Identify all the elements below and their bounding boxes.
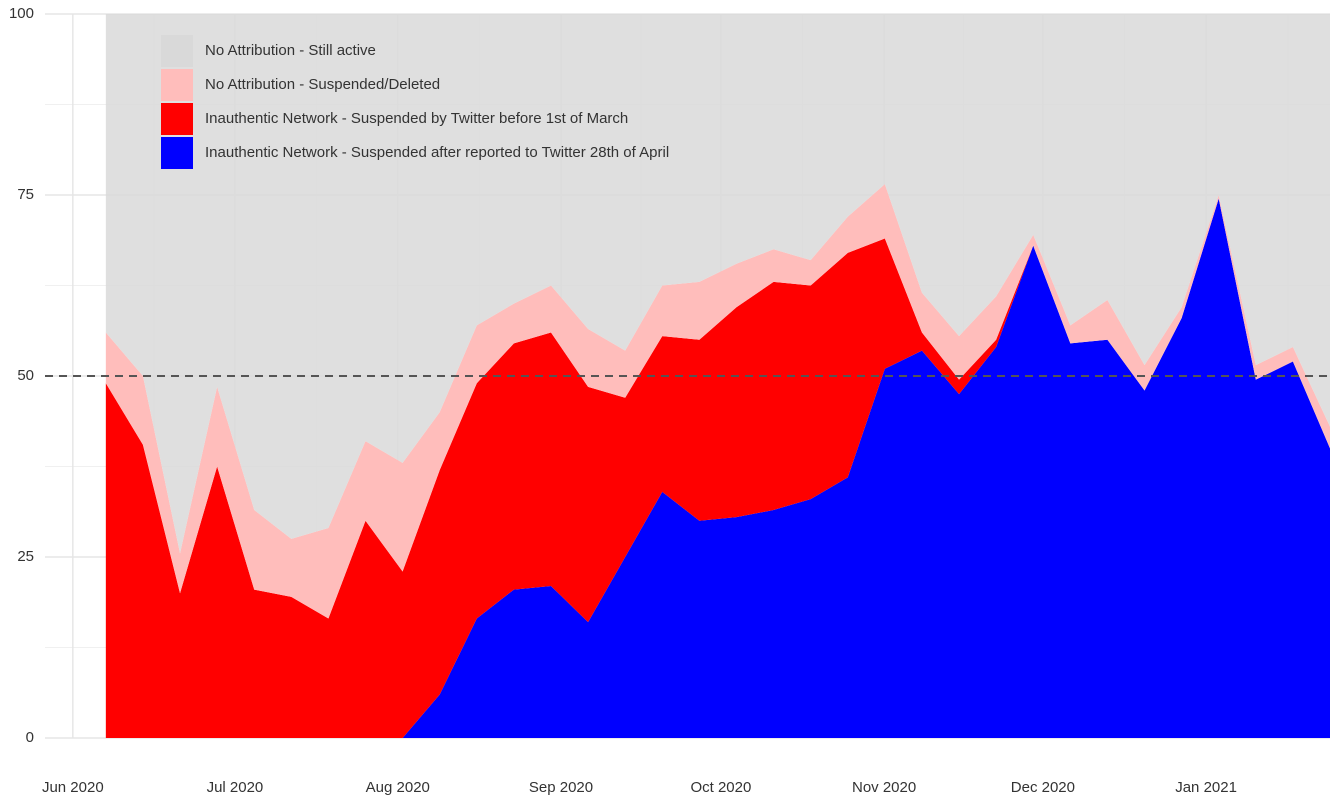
area bbox=[105, 198, 1330, 738]
legend-label: No Attribution - Suspended/Deleted bbox=[205, 76, 440, 93]
x-tick-label: Sep 2020 bbox=[529, 779, 593, 796]
y-tick-label: 50 bbox=[17, 367, 34, 384]
x-tick-label: Nov 2020 bbox=[852, 779, 916, 796]
area bbox=[105, 184, 1330, 619]
x-tick-label: Oct 2020 bbox=[690, 779, 751, 796]
y-tick-label: 25 bbox=[17, 548, 34, 565]
x-tick-label: Jul 2020 bbox=[207, 779, 264, 796]
x-tick-label: Aug 2020 bbox=[366, 779, 430, 796]
legend-key bbox=[161, 137, 193, 169]
x-tick-label: Jun 2020 bbox=[42, 779, 104, 796]
legend-label: No Attribution - Still active bbox=[205, 42, 376, 59]
x-tick-label: Jan 2021 bbox=[1175, 779, 1237, 796]
legend-key bbox=[161, 69, 193, 101]
area bbox=[105, 14, 1330, 554]
y-tick-label: 0 bbox=[26, 729, 34, 746]
area bbox=[105, 198, 1330, 738]
y-tick-label: 100 bbox=[9, 5, 34, 22]
legend-label: Inauthentic Network - Suspended by Twitt… bbox=[205, 110, 628, 127]
legend-label: Inauthentic Network - Suspended after re… bbox=[205, 144, 669, 161]
legend-key bbox=[161, 35, 193, 67]
y-tick-label: 75 bbox=[17, 186, 34, 203]
x-tick-label: Dec 2020 bbox=[1011, 779, 1075, 796]
legend-key bbox=[161, 103, 193, 135]
